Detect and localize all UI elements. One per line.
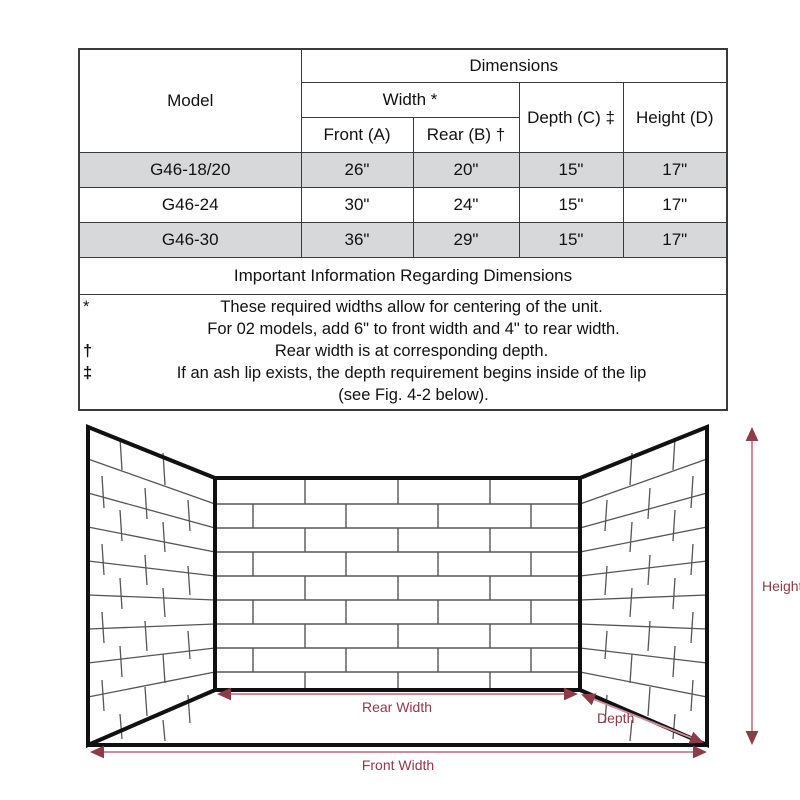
right-side-wall <box>578 424 709 749</box>
left-wall-head-joints <box>101 437 191 742</box>
cell-model: G46-18/20 <box>78 152 302 188</box>
front-width-dimension: Front Width <box>90 745 707 773</box>
note-line: Rear width is at corresponding depth. <box>274 341 549 360</box>
cell-height: 17" <box>622 152 728 188</box>
back-wall-head-joints <box>252 478 532 690</box>
notes-row: * These required widths allow for center… <box>78 293 728 411</box>
note-text: These required widths allow for centerin… <box>100 297 723 341</box>
depth-label: Depth <box>597 710 634 726</box>
rear-width-label: Rear Width <box>362 699 432 715</box>
cell-depth: 15" <box>518 222 624 258</box>
note-line: (see Fig. 4-2 below). <box>338 385 489 404</box>
back-wall <box>213 476 582 692</box>
left-wall-mortar-lines <box>87 458 216 698</box>
header-height: Height (D) <box>622 82 728 153</box>
height-label: Height <box>762 578 800 594</box>
note-item: ‡ If an ash lip exists, the depth requir… <box>83 363 723 407</box>
header-front: Front (A) <box>300 117 414 153</box>
table-header-row-3: Front (A) Rear (B) † <box>79 117 727 153</box>
header-dimensions: Dimensions <box>300 48 728 83</box>
note-item: * These required widths allow for center… <box>83 297 723 341</box>
table-row: G46-18/20 26" 20" 15" 17" <box>78 152 728 188</box>
right-wall-outline <box>578 424 709 749</box>
table-row: G46-30 36" 29" 15" 17" <box>78 222 728 258</box>
cell-model: G46-24 <box>78 187 302 223</box>
table-row: G46-24 30" 24" 15" 17" <box>78 187 728 223</box>
header-width-group: Width * <box>300 82 520 118</box>
rear-width-dimension: Rear Width <box>217 687 578 715</box>
note-marker-dagger: † <box>83 341 93 360</box>
cell-height: 17" <box>622 187 728 223</box>
cell-depth: 15" <box>518 187 624 223</box>
cell-front: 36" <box>300 222 414 258</box>
cell-front: 26" <box>300 152 414 188</box>
front-width-label: Front Width <box>362 757 434 773</box>
info-heading-row: Important Information Regarding Dimensio… <box>78 257 728 295</box>
note-text: Rear width is at corresponding depth. <box>100 341 723 363</box>
left-wall-outline <box>86 424 217 749</box>
header-depth: Depth (C) ‡ <box>518 82 624 153</box>
note-text: If an ash lip exists, the depth requirem… <box>100 363 723 407</box>
cell-height: 17" <box>622 222 728 258</box>
header-rear: Rear (B) † <box>412 117 520 153</box>
fireplace-dimension-diagram: Height Rear Width Depth Front Width <box>0 398 800 800</box>
note-item: † Rear width is at corresponding depth. <box>83 341 723 363</box>
info-heading: Important Information Regarding Dimensio… <box>78 257 728 295</box>
left-side-wall <box>86 424 217 749</box>
depth-arrow <box>581 693 704 744</box>
cell-depth: 15" <box>518 152 624 188</box>
cell-front: 30" <box>300 187 414 223</box>
height-dimension: Height <box>745 427 800 745</box>
header-model: Model <box>78 48 302 153</box>
depth-dimension: Depth <box>581 693 704 744</box>
right-wall-head-joints <box>604 437 694 742</box>
cell-model: G46-30 <box>78 222 302 258</box>
cell-rear: 29" <box>412 222 520 258</box>
note-marker-asterisk: * <box>83 298 90 316</box>
note-line: These required widths allow for centerin… <box>220 298 603 316</box>
table-header-row-2: Width * Depth (C) ‡ Height (D) <box>79 82 728 153</box>
dimensions-table: Model Dimensions Width * Depth (C) ‡ Hei… <box>78 48 728 411</box>
cell-rear: 20" <box>412 152 520 188</box>
table-header-row-1: Model Dimensions <box>78 48 728 153</box>
cell-rear: 24" <box>412 187 520 223</box>
right-wall-mortar-lines <box>579 458 708 698</box>
notes-block: * These required widths allow for center… <box>78 293 728 411</box>
note-line: If an ash lip exists, the depth requirem… <box>176 363 647 382</box>
note-marker-double-dagger: ‡ <box>83 363 93 382</box>
note-line: For 02 models, add 6" to front width and… <box>207 319 620 338</box>
